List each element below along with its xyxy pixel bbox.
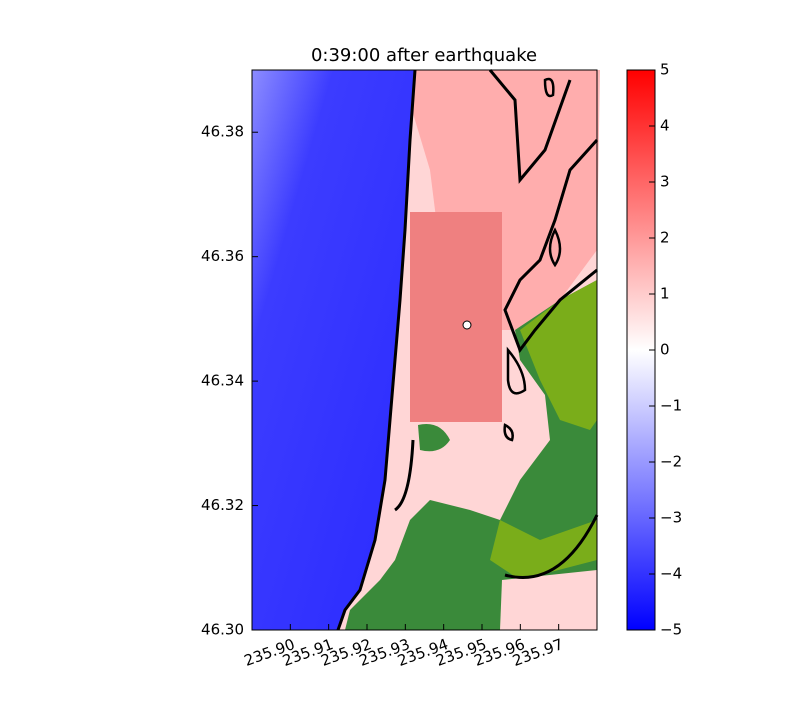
urban-area — [410, 212, 502, 422]
colorbar-tick-label: 1 — [660, 285, 670, 303]
map — [251, 69, 600, 631]
chart-title: 0:39:00 after earthquake — [311, 45, 537, 66]
colorbar-tick-label: 2 — [660, 229, 670, 247]
colorbar-tick-label: −5 — [660, 621, 682, 639]
gauge-marker — [462, 320, 472, 330]
land — [418, 424, 450, 452]
plot-frame — [251, 69, 598, 631]
shoreline-contour — [336, 69, 417, 631]
colorbar-tick-label: 4 — [660, 117, 670, 135]
contour — [503, 77, 562, 442]
y-tick-label: 46.32 — [201, 496, 244, 514]
y-tick-label: 46.34 — [201, 372, 244, 390]
y-tick-label: 46.36 — [201, 247, 244, 265]
contour — [394, 69, 599, 579]
colorbar-tick-label: −1 — [660, 397, 682, 415]
colorbar-tick-label: 0 — [660, 341, 670, 359]
y-tick-label: 46.30 — [201, 621, 244, 639]
y-tick-label: 46.38 — [201, 123, 244, 141]
inland-water — [500, 570, 597, 630]
colorbar-tick-label: −2 — [660, 453, 682, 471]
ocean — [252, 70, 415, 630]
colorbar-tick-label: −3 — [660, 509, 682, 527]
colorbar-tick-label: 5 — [660, 61, 670, 79]
colorbar-tick-label: −4 — [660, 565, 682, 583]
colorbar-tick-label: 3 — [660, 173, 670, 191]
land-low — [490, 280, 597, 580]
